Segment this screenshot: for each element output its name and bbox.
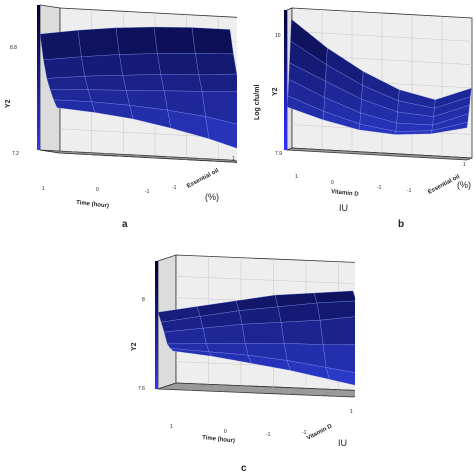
surface-patch	[119, 53, 162, 76]
surface-chart-c: Y2 8 7.6 1 0 -1 Time (hour) 1 -1 Vitamin…	[131, 254, 355, 474]
z-axis-label: Y2	[5, 99, 12, 108]
y-tick-2: -1	[407, 188, 412, 194]
y-tick-1: 1	[350, 409, 353, 415]
z-tick-bottom: 7.9	[275, 151, 282, 157]
z-tick-top: 10	[275, 33, 281, 39]
y-axis-unit: (%)	[457, 180, 471, 190]
surface-patch	[316, 300, 355, 321]
y-tick-1: 1	[463, 162, 466, 168]
floor-gridline	[71, 151, 92, 155]
x-tick-1: 1	[295, 174, 298, 180]
x-axis-label: Time (hour)	[202, 435, 235, 444]
surface-patch	[46, 75, 89, 91]
floor-gridline	[166, 156, 187, 160]
x-axis-label: Time (hour)	[76, 200, 109, 209]
x-tick-3: -1	[377, 185, 382, 191]
surface-patch	[322, 344, 355, 373]
surface-patch	[241, 322, 285, 344]
floor-gridline	[198, 158, 219, 162]
floor-gridline	[222, 385, 242, 392]
y-axis-label: Vitamin D	[306, 423, 334, 442]
z-axis-extra-label: Log cfu/ml	[254, 85, 261, 120]
x-tick-3: -1	[145, 189, 150, 195]
surface-patch	[43, 56, 86, 79]
panel-label: b	[398, 219, 404, 230]
surface-patch	[191, 27, 234, 55]
z-axis-label: Y2	[131, 342, 138, 351]
surface-patch	[115, 26, 158, 55]
surface-patch	[434, 88, 472, 109]
panel-label: c	[241, 463, 247, 474]
z-tick-top: 8.8	[10, 45, 17, 51]
surface-patch	[325, 367, 355, 386]
floor-gridline	[406, 154, 413, 157]
surface-patch	[122, 74, 165, 92]
z-axis-label: Y2	[272, 87, 279, 96]
surface-plot	[286, 18, 472, 135]
surface-patch	[205, 116, 237, 149]
x-tick-2: 0	[96, 187, 99, 193]
floor-gridline	[436, 156, 443, 159]
floor-gridline	[376, 152, 383, 156]
y-tick-1: 1	[232, 156, 235, 162]
surface-patch	[39, 29, 82, 61]
floor-gridline	[134, 154, 156, 159]
surface-patch	[153, 26, 196, 54]
x-tick-1: 1	[170, 424, 173, 430]
surface-patch	[201, 91, 237, 125]
surface-patch	[313, 290, 355, 304]
floor-gridline	[287, 388, 307, 395]
x-axis-label: Vitamin D	[331, 189, 360, 198]
panel-label: a	[122, 219, 128, 230]
x-tick-1: 1	[42, 186, 45, 192]
floor-gridline	[346, 151, 353, 154]
surface-patch	[280, 319, 324, 346]
surface-plot	[157, 290, 355, 386]
surface-patch	[195, 53, 237, 76]
surface-patch	[160, 74, 203, 92]
surface-plot	[39, 26, 237, 149]
y-tick-2: -1	[302, 430, 307, 436]
y-axis-label: Essential oil	[186, 168, 220, 190]
surface-patch	[84, 75, 127, 91]
floor-gridline	[190, 384, 209, 391]
surface-patch	[198, 73, 237, 93]
floor	[157, 382, 355, 398]
surface-patch	[319, 316, 355, 346]
z-tick-bottom: 7.2	[12, 151, 19, 157]
floor-gridline	[255, 386, 274, 394]
x-tick-2: 0	[331, 180, 334, 186]
z-tick-top: 8	[142, 297, 145, 303]
y-axis-unit: (%)	[205, 192, 219, 202]
surface-chart-b: Log cfu/ml Y2 10 7.9 1 0 -1 Vitamin D IU…	[254, 7, 473, 230]
x-tick-2: 0	[224, 429, 227, 435]
floor-gridline	[316, 149, 323, 152]
surface-patch	[81, 54, 124, 77]
z-color-bar	[155, 261, 158, 389]
y-axis-unit: IU	[338, 438, 347, 448]
surface-patch	[157, 53, 200, 76]
z-tick-bottom: 7.6	[138, 386, 145, 392]
floor-gridline	[320, 389, 339, 396]
z-color-bar	[284, 10, 287, 150]
x-axis-unit: IU	[339, 203, 348, 213]
z-color-bar	[37, 5, 40, 150]
surface-chart-a: Y2 8.8 7.2 1 0 -1 Time (hour) 1 -1 Essen…	[5, 4, 237, 230]
x-tick-3: -1	[266, 432, 271, 438]
y-tick-2: -1	[172, 185, 177, 191]
floor-gridline	[103, 153, 124, 157]
surface-patch	[77, 27, 120, 58]
